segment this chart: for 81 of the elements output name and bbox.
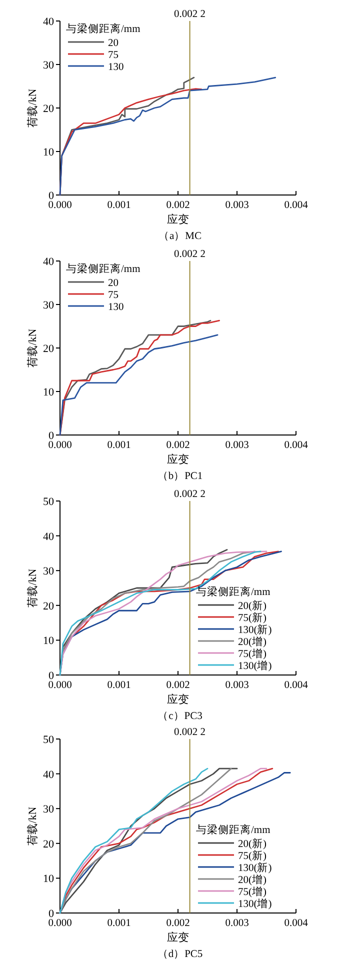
x-axis-title: 应变	[167, 213, 189, 226]
y-tick-label: 40	[43, 256, 54, 268]
y-tick-label: 0	[48, 430, 54, 442]
x-tick-label: 0.002	[166, 680, 190, 691]
legend-label: 130(新)	[238, 861, 272, 874]
legend-label: 130(新)	[238, 623, 272, 636]
x-axis-title: 应变	[167, 693, 189, 706]
x-tick-label: 0.003	[225, 680, 249, 691]
text: （a）MC	[158, 231, 202, 242]
x-tick-label: 0.001	[107, 200, 131, 211]
y-tick-label: 0	[48, 670, 54, 682]
x-tick-label: 0.001	[107, 440, 131, 451]
y-axis-title: 荷载/kN	[26, 88, 39, 128]
y-tick-label: 30	[43, 300, 54, 312]
text: （b）PC1	[157, 471, 203, 482]
line-series	[59, 76, 276, 196]
legend-label: 20(新)	[238, 599, 267, 612]
y-tick-label: 40	[43, 530, 54, 543]
legend-label: 75(新)	[238, 849, 267, 862]
legend-label: 20(新)	[238, 837, 267, 850]
y-tick-label: 20	[43, 600, 54, 612]
y-tick-label: 10	[43, 146, 54, 158]
ref-line-label: 0.002 2	[174, 727, 206, 738]
legend-label: 20(增)	[238, 874, 267, 886]
x-tick-label: 0.001	[107, 918, 131, 929]
y-tick-label: 50	[43, 496, 54, 508]
ref-line-label: 0.002 2	[174, 249, 206, 260]
x-tick-label: 0.000	[48, 440, 72, 451]
x-tick-label: 0.003	[225, 200, 249, 211]
x-tick-label: 0.004	[284, 440, 309, 451]
legend-label: 75	[108, 50, 118, 61]
legend-label: 75(增)	[238, 648, 267, 660]
x-tick-label: 0.004	[284, 200, 309, 211]
x-axis-title: 应变	[167, 931, 189, 944]
ref-line-label: 0.002 2	[174, 9, 206, 20]
y-tick-label: 30	[43, 804, 54, 816]
x-tick-label: 0.004	[284, 918, 309, 929]
y-axis-title: 荷载/kN	[26, 328, 39, 368]
x-tick-label: 0.002	[166, 918, 190, 929]
y-tick-label: 50	[43, 734, 54, 746]
y-tick-label: 30	[43, 60, 54, 72]
y-tick-label: 0	[48, 190, 54, 202]
x-tick-label: 0.004	[284, 680, 309, 691]
x-axis-title: 应变	[167, 453, 189, 466]
x-tick-label: 0.003	[225, 440, 249, 451]
legend-label: 20	[108, 278, 118, 289]
legend-label: 75	[108, 290, 118, 301]
legend-label: 130(增)	[238, 898, 272, 910]
legend-title: 与梁侧距离/mm	[196, 823, 270, 836]
legend-label: 75(新)	[238, 611, 267, 624]
legend-label: 130(增)	[238, 660, 272, 672]
x-tick-label: 0.000	[48, 680, 72, 691]
ref-line-label: 0.002 2	[174, 489, 206, 500]
y-tick-label: 40	[43, 768, 54, 781]
legend-label: 130	[108, 62, 124, 73]
y-tick-label: 10	[43, 386, 54, 398]
x-tick-label: 0.000	[48, 200, 72, 211]
legend-title: 与梁侧距离/mm	[66, 262, 140, 275]
y-tick-label: 30	[43, 566, 54, 578]
y-tick-label: 20	[43, 343, 54, 355]
y-axis-title: 荷载/kN	[26, 806, 39, 846]
legend-title: 与梁侧距离/mm	[196, 585, 270, 598]
x-tick-label: 0.003	[225, 918, 249, 929]
text: （c）PC3	[158, 711, 202, 722]
y-axis-title: 荷载/kN	[26, 568, 39, 608]
x-tick-label: 0.002	[166, 440, 190, 451]
text: （d）PC5	[157, 949, 203, 960]
legend-label: 20	[108, 38, 118, 49]
y-tick-label: 20	[43, 103, 54, 115]
y-tick-label: 10	[43, 635, 54, 648]
x-tick-label: 0.002	[166, 200, 190, 211]
x-tick-label: 0.000	[48, 918, 72, 929]
legend-label: 75(增)	[238, 886, 267, 898]
y-tick-label: 10	[43, 873, 54, 886]
y-tick-label: 20	[43, 838, 54, 850]
y-tick-label: 0	[48, 908, 54, 920]
legend-label: 130	[108, 302, 124, 313]
y-tick-label: 40	[43, 16, 54, 28]
legend-title: 与梁侧距离/mm	[66, 22, 140, 35]
x-tick-label: 0.001	[107, 680, 131, 691]
legend-label: 20(增)	[238, 636, 267, 648]
